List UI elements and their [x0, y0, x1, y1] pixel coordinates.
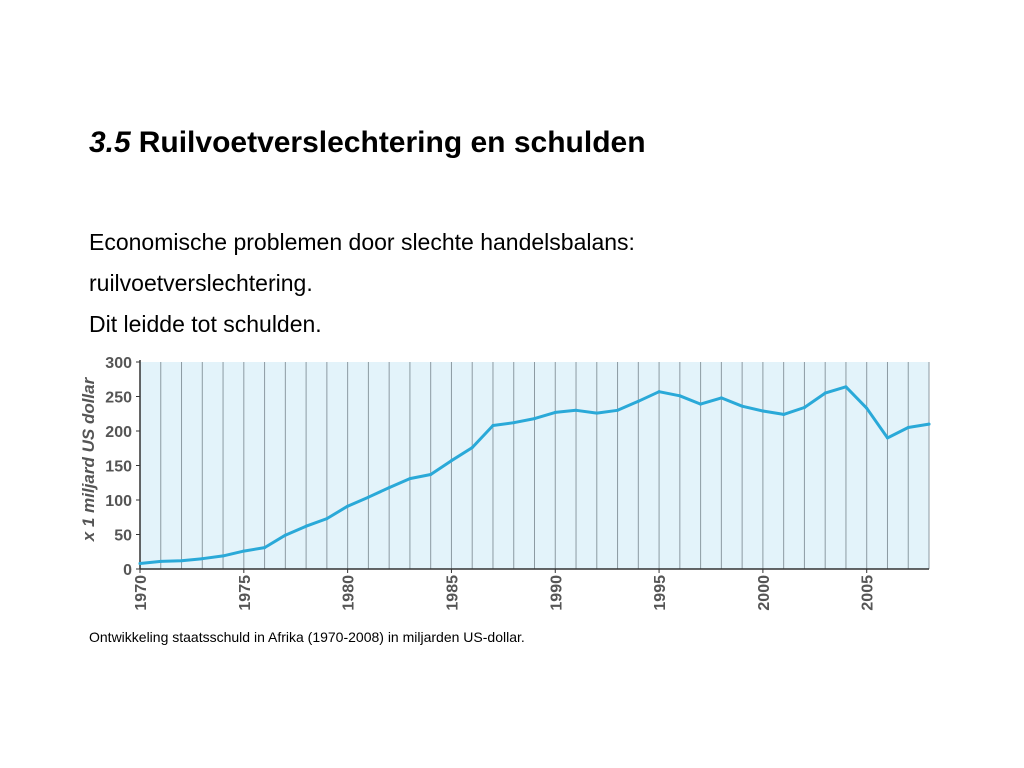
data-point: [470, 446, 474, 450]
data-point: [283, 533, 287, 537]
x-tick-label: 2005: [860, 575, 877, 611]
data-point: [408, 477, 412, 481]
y-tick-label: 200: [105, 424, 132, 441]
data-point: [885, 436, 889, 440]
data-point: [304, 524, 308, 528]
y-tick-label: 250: [105, 390, 132, 407]
debt-line-chart: 0 50 100 150 200 250 300 1970 1975 1980 1985 1990 19…: [79, 355, 931, 611]
data-point: [719, 396, 723, 400]
data-point: [449, 459, 453, 463]
data-point: [512, 421, 516, 425]
data-point: [553, 410, 557, 414]
data-point: [616, 408, 620, 412]
slide-body: Economische problemen door slechte hande…: [89, 222, 635, 345]
data-point: [387, 486, 391, 490]
data-point: [533, 417, 536, 421]
x-tick-label: 1975: [237, 575, 254, 611]
data-point: [865, 406, 869, 410]
data-point: [636, 399, 640, 403]
data-point: [180, 559, 184, 563]
y-tick-label: 0: [123, 562, 132, 579]
data-point: [325, 517, 329, 521]
data-point: [491, 423, 495, 427]
data-point: [678, 394, 682, 398]
body-line: Economische problemen door slechte hande…: [89, 229, 635, 255]
y-tick-label: 50: [114, 528, 132, 545]
data-point: [761, 409, 765, 413]
slide-title: 3.5 Ruilvoetverslechtering en schulden: [89, 126, 646, 160]
x-tick-label: 1970: [133, 575, 150, 611]
y-axis-label: x 1 miljard US dollar: [79, 376, 98, 542]
x-tick-label: 1990: [548, 575, 565, 611]
data-point: [802, 406, 806, 410]
data-point: [657, 390, 661, 394]
chart-caption: Ontwikkeling staatsschuld in Afrika (197…: [89, 629, 525, 645]
data-point: [844, 385, 848, 389]
data-point: [242, 549, 246, 553]
body-line: ruilvoetverslechtering.: [89, 270, 313, 296]
data-point: [699, 402, 703, 406]
data-point: [366, 495, 370, 499]
data-point: [595, 411, 599, 415]
data-point: [221, 554, 225, 558]
y-tick-label: 150: [105, 459, 132, 476]
slide-title-number: 3.5: [89, 126, 131, 159]
data-point: [346, 504, 350, 508]
data-point: [740, 404, 744, 408]
x-tick-label: 1995: [652, 575, 669, 611]
data-point: [823, 391, 827, 395]
x-tick-label: 1980: [341, 575, 358, 611]
x-tick-label: 1985: [444, 575, 461, 611]
data-point: [200, 557, 204, 561]
data-point: [782, 412, 786, 416]
data-point: [138, 561, 142, 565]
body-line: Dit leidde tot schulden.: [89, 311, 322, 337]
x-tick-label: 2000: [756, 575, 773, 611]
data-point: [263, 546, 267, 550]
data-point: [429, 472, 433, 476]
y-tick-label: 100: [105, 493, 132, 510]
y-tick-label: 300: [105, 355, 132, 372]
data-point: [906, 426, 910, 430]
data-point: [927, 422, 931, 426]
data-point: [574, 408, 578, 412]
data-point: [159, 559, 163, 563]
slide-title-text: Ruilvoetverslechtering en schulden: [138, 126, 646, 159]
